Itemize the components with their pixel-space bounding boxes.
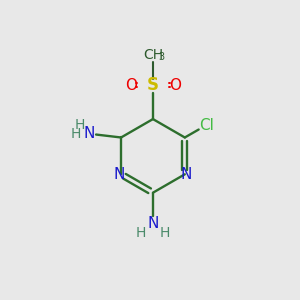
Text: 3: 3 [158, 52, 164, 62]
Text: H: H [136, 226, 146, 240]
Text: H: H [160, 226, 170, 240]
Text: Cl: Cl [200, 118, 214, 133]
Text: O: O [125, 78, 137, 93]
Text: S: S [147, 76, 159, 94]
Text: O: O [169, 78, 181, 93]
Text: CH: CH [143, 48, 163, 62]
Text: N: N [84, 126, 95, 141]
Text: N: N [114, 167, 125, 182]
Text: H: H [75, 118, 85, 132]
Text: N: N [181, 167, 192, 182]
Text: H: H [71, 127, 81, 141]
Text: N: N [147, 216, 159, 231]
